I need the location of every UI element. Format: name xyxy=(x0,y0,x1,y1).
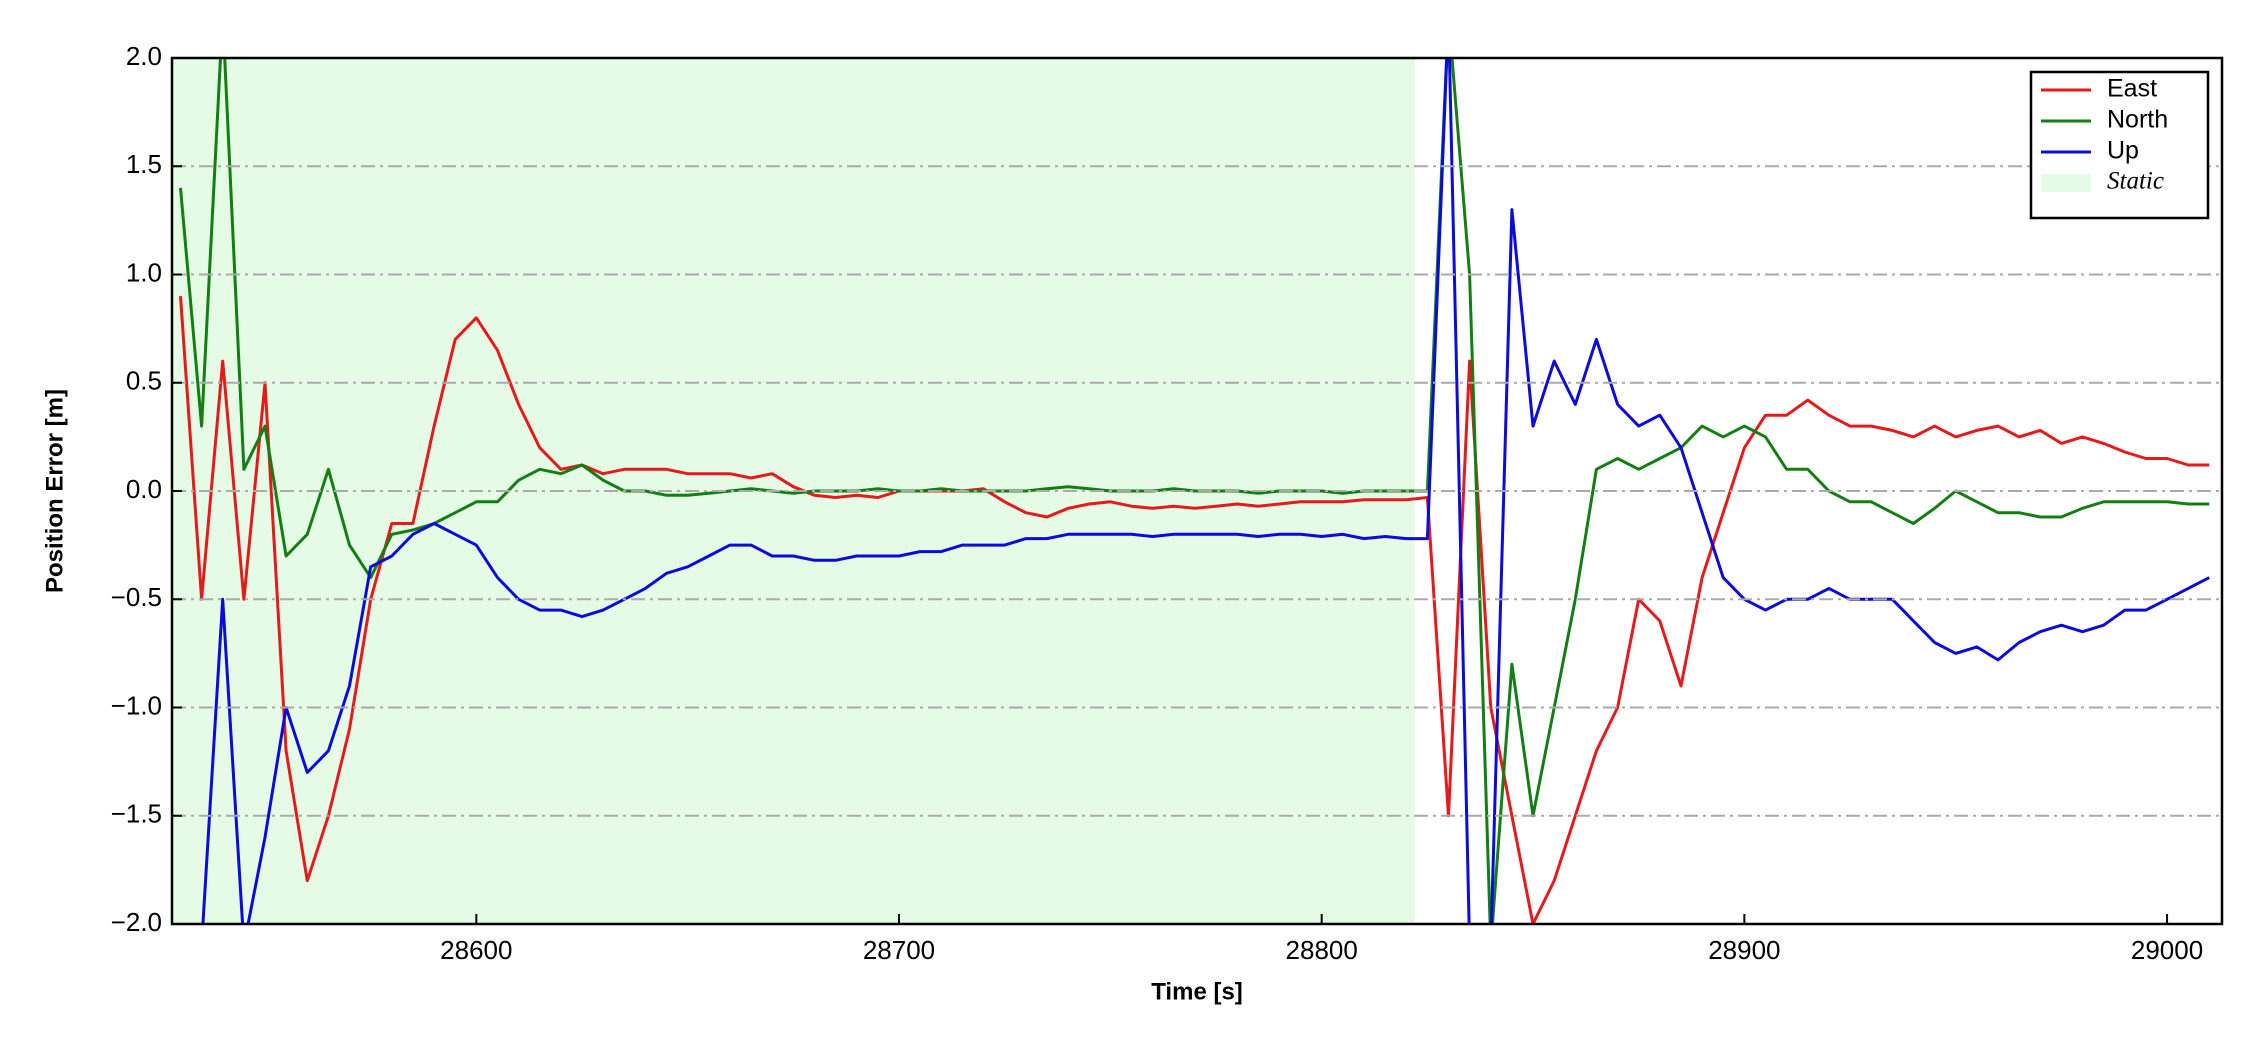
legend-label: Static xyxy=(2107,168,2164,195)
y-tick-label: 0.5 xyxy=(126,366,162,396)
legend-label: North xyxy=(2107,106,2168,134)
y-axis-label: Position Error [m] xyxy=(41,389,68,593)
series-line xyxy=(179,295,2210,924)
y-tick-label: 0.0 xyxy=(126,474,162,504)
legend: East North Up Static xyxy=(2029,70,2210,220)
y-tick-label: −2.0 xyxy=(111,907,162,937)
legend-label: Up xyxy=(2107,137,2139,165)
y-tick-label: 2.0 xyxy=(126,41,162,71)
y-tick-label: 1.0 xyxy=(126,257,162,287)
legend-box xyxy=(2029,70,2210,220)
series-line xyxy=(179,58,2210,924)
y-tick-label: −0.5 xyxy=(111,582,162,612)
x-tick-label: 28600 xyxy=(440,935,512,965)
x-axis-label: Time [s] xyxy=(1151,978,1243,1005)
legend-swatch xyxy=(2041,174,2091,192)
plot-frame xyxy=(170,56,2224,926)
legend-label: East xyxy=(2107,75,2157,103)
plot-area xyxy=(172,58,2210,924)
y-tick-label: 1.5 xyxy=(126,149,162,179)
series-line xyxy=(201,58,2210,924)
y-tick-label: −1.5 xyxy=(111,799,162,829)
y-tick-label: −1.0 xyxy=(111,690,162,720)
x-tick-label: 29000 xyxy=(2131,935,2203,965)
x-tick-label: 28900 xyxy=(1708,935,1780,965)
x-tick-label: 28800 xyxy=(1286,935,1358,965)
x-tick-label: 28700 xyxy=(863,935,935,965)
